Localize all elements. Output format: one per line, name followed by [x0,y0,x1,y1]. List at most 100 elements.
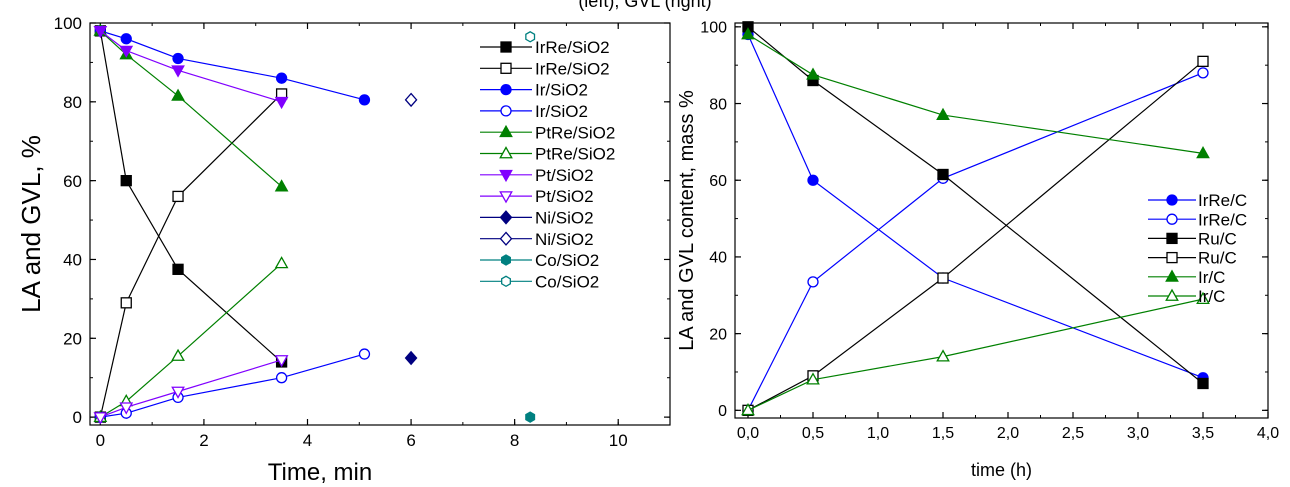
legend-item: Ir/SiO2 [480,102,588,121]
legend-item: IrRe/SiO2 [480,59,610,78]
legend-marker [501,275,511,288]
series-line [99,30,282,103]
legend-marker [500,105,512,117]
plot-frame [89,22,671,426]
x-tick-label: 4,0 [1257,425,1279,442]
data-point [119,45,134,58]
y-tick-label: 40 [63,251,82,270]
series-1 [94,25,288,368]
legend-item: Ru/C [1148,230,1237,249]
legend-item: Ru/C [1148,249,1237,268]
data-point [404,92,418,108]
series-6 [93,256,289,423]
legend-marker [499,146,513,159]
legend-item: Ir/C [1148,268,1225,287]
x-tick-label: 3,0 [1127,425,1149,442]
legend-label: Ni/SiO2 [535,230,594,249]
data-point [275,72,288,84]
legend-item: Pt/SiO2 [480,187,594,206]
y-tick-label: 100 [700,20,727,37]
x-tick-label: 0,5 [802,425,824,442]
x-axis-label: Time, min [268,459,372,486]
x-tick-label: 6 [406,431,415,450]
series-12 [525,31,536,43]
x-tick-label: 1,0 [867,425,889,442]
data-point [1197,377,1209,390]
y-tick-label: 0 [718,403,727,420]
legend-label: Ir/SiO2 [535,102,588,121]
data-point [171,65,185,78]
legend-item: IrRe/C [1148,210,1247,229]
series-4 [94,348,371,423]
legend-marker [500,41,512,53]
series-line [99,30,283,188]
series-5 [741,27,1210,159]
legend-label: IrRe/SiO2 [535,59,610,78]
legend-marker [499,210,513,225]
x-tick-label: 10 [609,431,628,450]
data-point [275,372,288,384]
x-tick-label: 2 [199,431,208,450]
x-axis-label: time (h) [971,460,1032,480]
legend-label: Ir/SiO2 [535,81,588,100]
data-point [1196,146,1210,159]
plot-frame [734,22,1269,419]
series-11 [525,411,536,423]
legend-item: Co/SiO2 [480,272,599,291]
y-tick-label: 80 [709,96,727,113]
y-axis-label: LA and GVL content, mass % [676,90,698,351]
legend-item: PtRe/SiO2 [480,123,615,142]
legend-item: Ni/SiO2 [480,230,594,249]
legend-label: Pt/SiO2 [535,166,594,185]
top-caption: (left), GVL (right) [578,0,712,11]
data-point [358,94,371,106]
legend: IrRe/SiO2 IrRe/SiO2 Ir/SiO2 Ir/SiO2 PtRe/SiO… [480,38,615,291]
legend-label: Co/SiO2 [535,251,599,270]
data-point [171,348,185,361]
series-line [100,359,282,418]
legend-marker [500,62,512,74]
data-point [274,179,289,192]
data-point [807,174,819,186]
data-point [807,276,819,288]
legend-item: Ir/SiO2 [480,81,588,100]
data-point [93,25,108,39]
legend-label: Ru/C [1198,249,1237,268]
y-tick-label: 80 [63,93,82,112]
data-point [119,402,134,415]
data-point [93,412,108,425]
series-4 [742,55,1209,416]
data-point [172,263,184,275]
legend-marker [1166,194,1178,206]
x-tick-label: 3,5 [1192,425,1214,442]
legend-label: Ir/C [1198,268,1225,287]
series-line [747,26,1204,384]
data-point [1197,67,1209,79]
series-line [747,33,1204,154]
data-point [806,67,820,80]
series-line [747,298,1204,411]
data-point [1196,291,1210,305]
x-tick-label: 0 [96,431,105,450]
x-tick-label: 8 [510,431,519,450]
legend-item: Ir/C [1148,287,1225,306]
legend-label: IrRe/C [1198,191,1247,210]
legend-label: Ni/SiO2 [535,209,594,228]
series-2 [94,88,288,423]
y-tick-label: 40 [709,250,727,267]
data-point [171,88,185,101]
legend-label: Pt/SiO2 [535,187,594,206]
legend-label: IrRe/SiO2 [535,38,610,57]
legend-item: PtRe/SiO2 [480,145,615,164]
x-tick-label: 2,0 [997,425,1019,442]
x-tick-label: 1,5 [932,425,954,442]
x-tick-label: 4 [303,431,312,450]
x-tick-label: 2,5 [1062,425,1084,442]
legend-label: PtRe/SiO2 [535,145,615,164]
legend-item: Pt/SiO2 [480,166,594,185]
data-point [741,403,755,416]
data-point [741,27,755,40]
